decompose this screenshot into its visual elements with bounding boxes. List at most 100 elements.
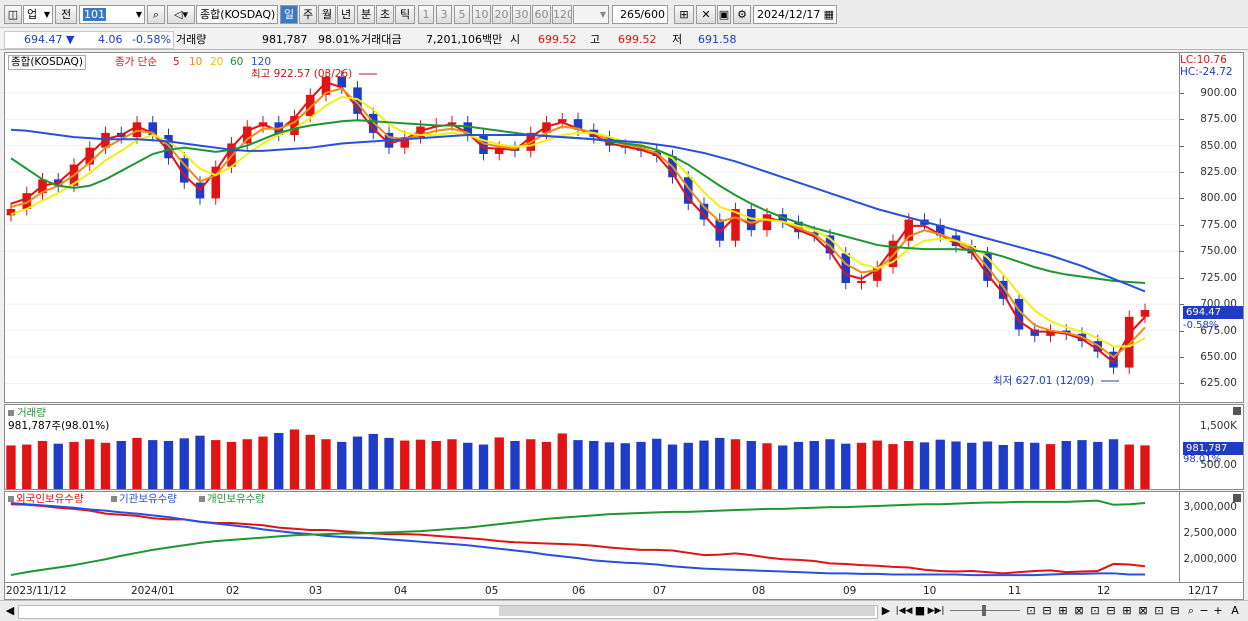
price-axis[interactable]: LC:10.76 HC:-24.72 900.00 875.00 850.00 825…	[1180, 52, 1244, 403]
layout-icon[interactable]: ⊡	[1026, 604, 1036, 617]
layout-icon[interactable]: ⊟	[1042, 604, 1052, 617]
chart-settings-icon[interactable]: ◫	[4, 5, 22, 24]
layout-icon[interactable]: ⊞	[1122, 604, 1132, 617]
volume-axis[interactable]: 1,500K 500.00 981,787 98.01%	[1180, 404, 1244, 490]
price-tick-mark	[1180, 172, 1184, 173]
scroll-left-icon[interactable]: ◀	[5, 604, 15, 617]
x-label: 10	[923, 585, 937, 597]
volume-bar	[1045, 444, 1056, 489]
layout-icon[interactable]: ⊠	[1138, 604, 1148, 617]
interval-1-button[interactable]: 1	[418, 5, 434, 24]
volume-bar	[715, 437, 725, 489]
period-month-tab[interactable]: 월	[318, 5, 336, 24]
ma-line-60	[10, 119, 1146, 284]
save-icon[interactable]: ▣	[717, 5, 731, 24]
first-icon[interactable]: |◀◀	[895, 606, 913, 616]
zoom-in-icon[interactable]: +	[1213, 604, 1223, 617]
period-week-tab[interactable]: 주	[299, 5, 317, 24]
volume-panel[interactable]: 거래량 981,787주(98.01%)	[4, 404, 1180, 490]
period-second-tab[interactable]: 초	[376, 5, 394, 24]
magnifier-icon[interactable]: ⌕	[1187, 604, 1195, 617]
interval-10-button[interactable]: 10	[472, 5, 491, 24]
candle-body	[1140, 309, 1150, 317]
volume-bar	[746, 441, 756, 489]
volume-bar	[321, 439, 331, 489]
holdings-chart	[10, 499, 1146, 577]
interval-120-button[interactable]: 120	[552, 5, 572, 24]
price-change: 4.06	[98, 33, 123, 46]
interval-5-button[interactable]: 5	[454, 5, 470, 24]
volume-bar	[179, 438, 189, 489]
volume-bar	[904, 441, 914, 489]
layout-icon[interactable]: ⊟	[1170, 604, 1180, 617]
interval-20-button[interactable]: 20	[492, 5, 511, 24]
candle-body	[1030, 329, 1040, 336]
interval-60-button[interactable]: 60	[532, 5, 551, 24]
close-icon[interactable]	[1233, 407, 1241, 415]
volume-bar	[636, 441, 646, 489]
holdings-tick: 3,000,000	[1183, 501, 1237, 513]
code-input[interactable]: 101 ▼	[79, 5, 145, 24]
text-tool-icon[interactable]: A	[1231, 604, 1239, 617]
volume-bar	[37, 441, 48, 489]
period-year-tab[interactable]: 년	[337, 5, 355, 24]
volume-bar	[6, 445, 16, 489]
last-icon[interactable]: ▶▶|	[927, 606, 945, 616]
candle-body	[825, 235, 835, 254]
zoom-out-icon[interactable]: −	[1199, 604, 1209, 617]
gear-icon[interactable]: ⚙	[733, 5, 751, 24]
market-type-select[interactable]: 업 ▼	[23, 5, 53, 24]
layout-icon[interactable]: ⊡	[1090, 604, 1100, 617]
volume-bar	[541, 441, 552, 489]
volume-bar	[22, 444, 32, 489]
period-day-tab[interactable]: 일	[280, 5, 298, 24]
market-type-value: 업	[27, 8, 38, 21]
layout-icon[interactable]: ⊟	[1106, 604, 1116, 617]
indicator-icon[interactable]: ✕	[696, 5, 716, 24]
period-minute-tab[interactable]: 분	[357, 5, 375, 24]
holdings-axis[interactable]: 3,000,000 2,500,000 2,000,000	[1180, 491, 1244, 583]
scrollbar-thumb[interactable]	[499, 606, 875, 616]
candle-body	[1109, 351, 1118, 368]
zoom-slider-handle[interactable]	[982, 605, 986, 616]
prev-button[interactable]: 전	[55, 5, 77, 24]
price-tick-mark	[1180, 224, 1184, 226]
search-icon[interactable]: ⌕	[147, 5, 165, 24]
volume-bar	[337, 441, 347, 489]
volume-bar	[557, 433, 567, 489]
scrollbar-track[interactable]	[18, 605, 878, 619]
date-input[interactable]: 2024/12/17 ▦	[753, 5, 837, 24]
price-panel[interactable]: 종합(KOSDAQ) 종가 단순 5 10 20 60 120 최고 922.5…	[4, 52, 1180, 403]
holdings-panel[interactable]: 외국인보유수량 기관보유수량 개인보유수량	[4, 491, 1180, 583]
stop-icon[interactable]: ■	[914, 604, 926, 617]
candle-body	[447, 122, 457, 125]
legend-ma-title: 종가 단순	[115, 56, 157, 68]
low-value: 691.58	[698, 33, 737, 46]
count-input[interactable]: 265/600	[612, 5, 668, 24]
price-tick: 675.00	[1200, 324, 1237, 337]
period-tick-tab[interactable]: 틱	[395, 5, 415, 24]
price-tick: 875.00	[1200, 113, 1237, 126]
volume-bar	[888, 444, 898, 489]
volume-label: 거래량	[176, 33, 207, 46]
interval-3-button[interactable]: 3	[436, 5, 452, 24]
play-icon[interactable]: ▶	[881, 604, 891, 617]
price-tick-mark	[1180, 145, 1184, 147]
last-pct-tag: -0.58%	[1183, 320, 1219, 331]
count-value: 265	[620, 8, 641, 21]
interval-select[interactable]: ▼	[573, 5, 609, 24]
candle-body	[841, 253, 851, 283]
chart-type-icon[interactable]: ⊞	[674, 5, 694, 24]
layout-icon[interactable]: ⊞	[1058, 604, 1068, 617]
candle-body	[321, 76, 331, 95]
status-bar: ◀ ▶ |◀◀ ■ ▶▶| ⊡ ⊟ ⊞ ⊠ ⊡ ⊟ ⊞ ⊠ ⊡ ⊟ ⌕ − + …	[0, 600, 1248, 621]
speaker-icon[interactable]: ◁▾	[167, 5, 195, 24]
interval-30-button[interactable]: 30	[512, 5, 531, 24]
close-icon[interactable]	[1233, 494, 1241, 502]
price-tick: 825.00	[1200, 166, 1237, 178]
layout-icon[interactable]: ⊡	[1154, 604, 1164, 617]
layout-icon[interactable]: ⊠	[1074, 604, 1084, 617]
volume-bar	[998, 445, 1008, 489]
holdings-line-foreign	[10, 503, 1146, 575]
legend-ma-60: 60	[230, 56, 244, 68]
